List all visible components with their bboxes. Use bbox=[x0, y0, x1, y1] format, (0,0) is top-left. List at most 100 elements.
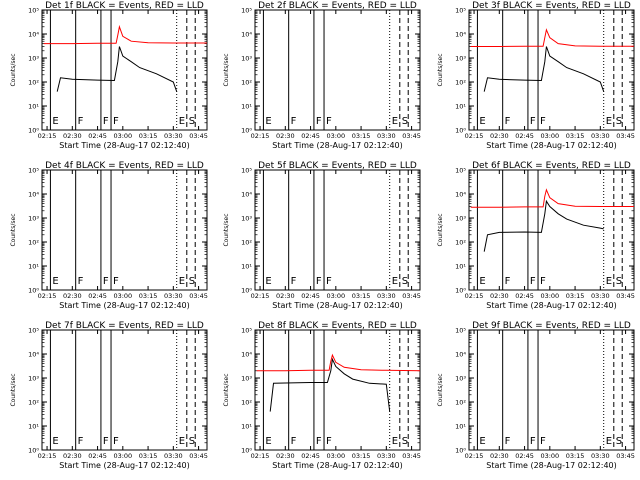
y-tick-label: 10⁵ bbox=[28, 167, 39, 175]
marker-label: S bbox=[189, 276, 195, 287]
marker-label: E bbox=[179, 436, 185, 447]
x-tick-label: 02:15 bbox=[251, 292, 270, 300]
x-tick-label: 03:30 bbox=[591, 452, 610, 460]
marker-label: F bbox=[113, 436, 119, 447]
marker-label: F bbox=[316, 116, 322, 127]
lld-series-line bbox=[256, 353, 420, 372]
y-tick-label: 10³ bbox=[241, 375, 252, 383]
marker-label: S bbox=[616, 116, 622, 127]
marker-label: E bbox=[606, 276, 612, 287]
detector-panel-7: Det 7f BLACK = Events, RED = LLD Start Ti… bbox=[10, 321, 208, 470]
x-tick-label: 02:30 bbox=[490, 132, 509, 140]
plot-frame bbox=[41, 329, 208, 451]
detector-panel-3: Det 3f BLACK = Events, RED = LLD Start Ti… bbox=[437, 1, 635, 150]
y-tick-label: 10² bbox=[28, 79, 39, 87]
x-tick-label: 02:45 bbox=[301, 132, 320, 140]
y-tick-label: 10⁴ bbox=[241, 31, 252, 39]
marker-label: F bbox=[530, 436, 536, 447]
x-tick-label: 03:00 bbox=[326, 452, 345, 460]
x-tick-label: 02:15 bbox=[38, 132, 57, 140]
y-tick-label: 10⁵ bbox=[241, 7, 252, 15]
y-tick-label: 10⁵ bbox=[455, 327, 466, 335]
lld-series-line bbox=[43, 24, 207, 45]
x-tick-label: 02:30 bbox=[490, 452, 509, 460]
x-tick-label: 03:30 bbox=[377, 132, 396, 140]
x-tick-label: 03:00 bbox=[113, 132, 132, 140]
x-tick-label: 03:15 bbox=[566, 132, 585, 140]
marker-label: F bbox=[540, 436, 546, 447]
events-series-line bbox=[483, 46, 605, 92]
marker-label: F bbox=[505, 116, 511, 127]
x-tick-label: 03:00 bbox=[113, 292, 132, 300]
events-series-line bbox=[483, 199, 604, 252]
x-tick-label: 03:45 bbox=[402, 132, 421, 140]
y-tick-label: 10¹ bbox=[241, 423, 252, 431]
marker-label: F bbox=[78, 116, 84, 127]
marker-label: E bbox=[392, 436, 398, 447]
plot-frame bbox=[254, 329, 421, 451]
panel-title: Det 2f BLACK = Events, RED = LLD bbox=[258, 1, 417, 11]
detector-panel-8: Det 8f BLACK = Events, RED = LLD Start Ti… bbox=[223, 321, 421, 470]
y-tick-label: 10⁵ bbox=[28, 7, 39, 15]
marker-label: F bbox=[316, 436, 322, 447]
x-tick-label: 02:15 bbox=[465, 132, 484, 140]
marker-label: E bbox=[265, 116, 271, 127]
y-axis-label: Counts/sec bbox=[10, 213, 17, 246]
marker-label: F bbox=[113, 116, 119, 127]
marker-label: F bbox=[540, 116, 546, 127]
detector-panel-2: Det 2f BLACK = Events, RED = LLD Start Ti… bbox=[223, 1, 421, 150]
y-tick-label: 10⁰ bbox=[455, 447, 466, 455]
marker-label: F bbox=[113, 276, 119, 287]
y-tick-label: 10⁵ bbox=[455, 167, 466, 175]
marker-label: E bbox=[392, 116, 398, 127]
x-axis-label: Start Time (28-Aug-17 02:12:40) bbox=[272, 461, 403, 470]
y-tick-label: 10¹ bbox=[28, 423, 39, 431]
x-tick-label: 03:45 bbox=[189, 292, 208, 300]
plot-frame bbox=[468, 9, 635, 131]
x-tick-label: 03:45 bbox=[402, 452, 421, 460]
x-tick-label: 03:30 bbox=[164, 132, 183, 140]
y-tick-label: 10³ bbox=[28, 55, 39, 63]
y-axis-label: Counts/sec bbox=[10, 53, 17, 86]
x-axis-label: Start Time (28-Aug-17 02:12:40) bbox=[59, 141, 190, 150]
marker-label: F bbox=[326, 116, 332, 127]
x-tick-label: 02:15 bbox=[38, 292, 57, 300]
y-tick-label: 10¹ bbox=[455, 103, 466, 111]
y-tick-label: 10⁴ bbox=[28, 31, 39, 39]
x-tick-label: 02:45 bbox=[515, 132, 534, 140]
marker-label: E bbox=[265, 276, 271, 287]
x-tick-label: 02:15 bbox=[251, 452, 270, 460]
marker-label: F bbox=[78, 436, 84, 447]
x-tick-label: 02:30 bbox=[276, 132, 295, 140]
x-tick-label: 03:30 bbox=[377, 452, 396, 460]
x-tick-label: 02:15 bbox=[465, 452, 484, 460]
panel-title: Det 7f BLACK = Events, RED = LLD bbox=[45, 321, 204, 331]
x-tick-label: 03:45 bbox=[402, 292, 421, 300]
x-tick-label: 03:00 bbox=[540, 452, 559, 460]
x-tick-label: 03:00 bbox=[326, 292, 345, 300]
x-tick-label: 02:30 bbox=[276, 452, 295, 460]
detector-panel-6: Det 6f BLACK = Events, RED = LLD Start Ti… bbox=[437, 161, 635, 310]
x-tick-label: 03:00 bbox=[326, 132, 345, 140]
panel-title: Det 1f BLACK = Events, RED = LLD bbox=[45, 1, 204, 11]
plot-frame bbox=[468, 169, 635, 291]
y-axis-label: Counts/sec bbox=[223, 53, 230, 86]
y-tick-label: 10¹ bbox=[455, 263, 466, 271]
marker-label: E bbox=[479, 116, 485, 127]
x-tick-label: 03:30 bbox=[164, 452, 183, 460]
marker-label: S bbox=[402, 116, 408, 127]
panel-title: Det 8f BLACK = Events, RED = LLD bbox=[258, 321, 417, 331]
x-tick-label: 03:15 bbox=[566, 292, 585, 300]
y-tick-label: 10⁰ bbox=[28, 447, 39, 455]
y-tick-label: 10² bbox=[455, 399, 466, 407]
y-tick-label: 10³ bbox=[455, 215, 466, 223]
y-tick-label: 10⁰ bbox=[455, 287, 466, 295]
y-tick-label: 10⁴ bbox=[241, 351, 252, 359]
x-tick-label: 03:15 bbox=[352, 292, 371, 300]
lld-series-line bbox=[470, 188, 634, 208]
plot-frame bbox=[254, 9, 421, 131]
marker-label: E bbox=[479, 436, 485, 447]
plot-frame bbox=[41, 169, 208, 291]
x-tick-label: 03:15 bbox=[139, 132, 158, 140]
marker-label: F bbox=[291, 436, 297, 447]
